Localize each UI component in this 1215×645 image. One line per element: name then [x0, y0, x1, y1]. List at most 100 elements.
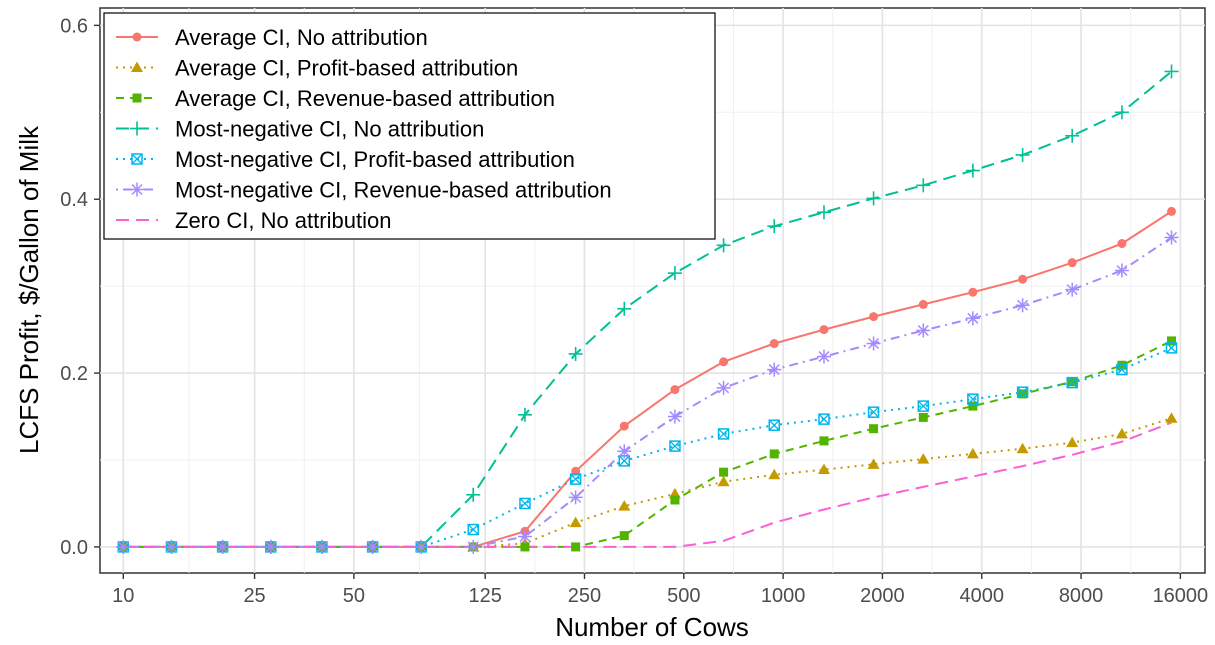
x-tick-label: 2000 [860, 585, 905, 607]
legend-key-marker [130, 121, 144, 136]
data-point-series-1 [1165, 412, 1178, 423]
data-point-series-4 [669, 440, 681, 452]
data-point-series-5 [866, 336, 881, 351]
legend-box [103, 12, 716, 240]
data-point-series-1 [569, 516, 582, 528]
data-point-series-0 [1067, 258, 1077, 268]
data-point-series-3 [568, 346, 583, 361]
data-point-series-5 [1065, 282, 1080, 297]
legend-item-label: Average CI, Revenue-based attribution [175, 86, 555, 111]
data-point-series-5 [667, 409, 682, 424]
data-point-series-1 [867, 458, 880, 469]
data-point-series-4 [1066, 376, 1078, 389]
data-point-series-4 [768, 419, 781, 431]
data-point-series-2 [619, 531, 629, 541]
series-line-5 [123, 236, 1173, 548]
data-point-series-2 [520, 542, 530, 552]
data-point-series-5 [916, 323, 931, 338]
data-point-series-1 [618, 500, 631, 511]
x-tick-label: 25 [243, 585, 265, 607]
x-tick-label: 500 [667, 585, 700, 607]
data-point-series-5 [414, 539, 429, 554]
legend-key-marker [132, 32, 142, 42]
legend-item-label: Most-negative CI, Profit-based attributi… [175, 147, 575, 172]
data-point-series-1 [917, 453, 930, 464]
data-point-series-4 [569, 473, 582, 485]
data-point-series-4 [967, 393, 979, 405]
data-point-series-3 [916, 178, 931, 193]
series-line-1 [123, 417, 1172, 548]
data-point-series-1 [768, 468, 781, 480]
data-point-series-0 [918, 299, 928, 309]
y-axis-label: LCFS Profit, $/Gallon of Milk [14, 125, 44, 454]
x-tick-label: 16000 [1153, 585, 1209, 607]
data-point-series-3 [1114, 105, 1129, 120]
data-point-series-2 [869, 424, 879, 434]
data-point-series-1 [817, 463, 830, 475]
data-point-series-0 [819, 325, 829, 335]
data-point-series-4 [519, 497, 531, 510]
data-point-series-3 [1015, 147, 1030, 162]
data-point-series-5 [816, 349, 831, 364]
data-point-series-1 [1016, 442, 1029, 454]
data-point-series-0 [869, 312, 879, 322]
legend-item-label: Average CI, No attribution [175, 25, 428, 50]
data-point-series-3 [716, 238, 731, 253]
data-point-series-4 [917, 400, 930, 412]
legend-key-marker [131, 61, 143, 72]
data-point-series-5 [466, 539, 481, 554]
data-point-series-0 [1018, 274, 1028, 284]
data-point-series-0 [670, 385, 680, 395]
data-point-series-5 [965, 311, 980, 326]
data-point-series-0 [968, 287, 978, 297]
series-line-3 [123, 70, 1173, 548]
y-tick-label: 0.0 [60, 537, 88, 559]
data-point-series-3 [517, 407, 532, 422]
x-tick-label: 4000 [959, 585, 1004, 607]
legend: Average CI, No attribution Average CI, Pr… [103, 12, 716, 240]
data-point-series-5 [716, 380, 731, 395]
data-point-series-2 [968, 401, 978, 411]
y-axis-ticks: 0.0 0.2 0.4 0.6 [60, 15, 100, 559]
data-point-series-4 [717, 428, 730, 440]
data-point-series-2 [769, 449, 779, 459]
data-point-series-4 [467, 523, 479, 536]
data-point-series-4 [1016, 386, 1029, 398]
data-point-series-2 [571, 542, 581, 552]
data-point-series-1 [966, 447, 979, 459]
data-point-series-4 [1116, 363, 1128, 376]
data-point-series-0 [769, 339, 779, 349]
data-point-series-3 [466, 487, 481, 502]
x-tick-label: 8000 [1059, 585, 1104, 607]
data-point-series-3 [1164, 64, 1179, 79]
data-point-series-4 [1165, 342, 1178, 354]
data-point-series-3 [816, 205, 831, 220]
data-point-series-5 [263, 539, 278, 554]
legend-item-label: Most-negative CI, No attribution [175, 117, 484, 142]
data-point-series-0 [719, 357, 729, 367]
data-point-series-4 [818, 413, 830, 425]
data-point-series-5 [1015, 298, 1030, 313]
series-markers [116, 64, 1179, 554]
data-point-series-5 [365, 539, 380, 554]
legend-item-label: Average CI, Profit-based attribution [175, 56, 518, 81]
data-point-series-2 [670, 495, 680, 505]
data-point-series-2 [1018, 389, 1028, 399]
data-point-series-0 [1117, 239, 1127, 249]
data-point-series-0 [619, 421, 629, 431]
data-point-series-5 [1114, 263, 1129, 278]
data-point-series-5 [617, 444, 632, 459]
data-point-series-3 [767, 219, 782, 234]
x-axis-label: Number of Cows [555, 612, 749, 642]
x-tick-label: 125 [468, 585, 501, 607]
y-tick-label: 0.4 [60, 189, 88, 211]
data-point-series-2 [819, 436, 829, 446]
data-point-series-3 [617, 301, 632, 316]
data-point-series-5 [1164, 230, 1179, 245]
y-tick-label: 0.6 [60, 15, 88, 37]
data-point-series-5 [164, 539, 179, 554]
x-tick-label: 250 [568, 585, 601, 607]
legend-item-label: Most-negative CI, Revenue-based attribut… [175, 178, 612, 203]
data-point-series-2 [1167, 336, 1177, 346]
data-point-series-3 [866, 191, 881, 206]
